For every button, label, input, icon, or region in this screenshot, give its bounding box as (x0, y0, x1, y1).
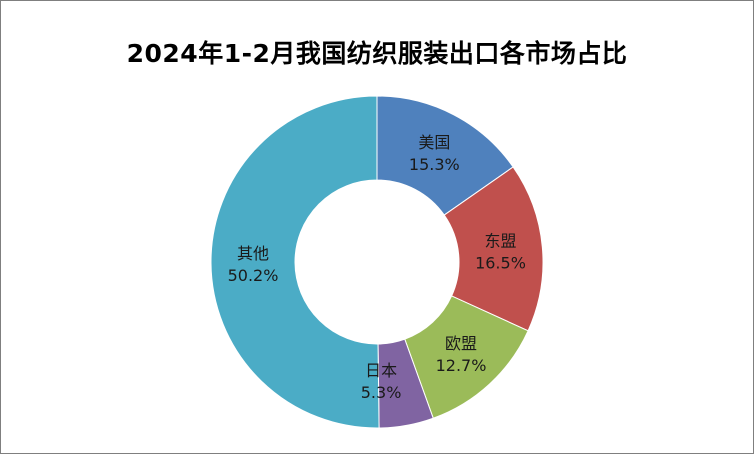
slice-other (210, 95, 380, 429)
slice-label-us: 美国 15.3% (409, 133, 460, 174)
slice-category-japan: 日本 (365, 361, 397, 380)
donut-slices (210, 95, 544, 429)
slice-value-us: 15.3% (409, 155, 460, 174)
slice-category-us: 美国 (418, 133, 450, 152)
slice-category-asean: 东盟 (484, 232, 516, 251)
slice-label-other: 其他 50.2% (228, 244, 279, 285)
slice-label-asean: 东盟 16.5% (475, 232, 526, 273)
chart-title: 2024年1-2月我国纺织服装出口各市场占比 (126, 39, 628, 68)
slice-asean (443, 166, 544, 332)
slice-label-eu: 欧盟 12.7% (436, 334, 487, 375)
slice-value-asean: 16.5% (475, 254, 526, 273)
slice-value-other: 50.2% (228, 266, 279, 285)
slice-value-japan: 5.3% (361, 383, 402, 402)
slice-value-eu: 12.7% (436, 356, 487, 375)
donut-labels: 美国 15.3% 东盟 16.5% 欧盟 12.7% 日本 5.3% 其他 50.2% (228, 133, 526, 402)
slice-category-other: 其他 (237, 244, 269, 263)
slice-label-japan: 日本 5.3% (361, 361, 402, 402)
slice-category-eu: 欧盟 (445, 334, 477, 353)
